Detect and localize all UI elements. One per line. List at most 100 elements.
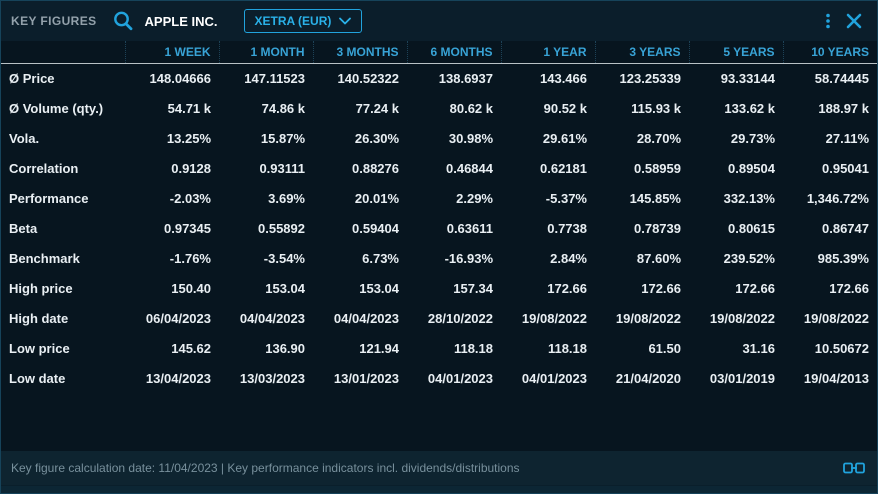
cell-value: 0.97345 xyxy=(164,220,211,236)
cell-value: 29.73% xyxy=(730,130,775,146)
cell-value: 26.30% xyxy=(354,130,399,146)
cell-value: 6.73% xyxy=(362,250,399,266)
cell-value: 19/08/2022 xyxy=(521,310,587,326)
cell-value: -1.76% xyxy=(169,250,211,266)
cell-value: 0.95041 xyxy=(822,160,869,176)
row-label: Ø Volume (qty.) xyxy=(9,100,104,116)
table-row: High date 06/04/2023 04/04/2023 04/04/2023 2… xyxy=(1,303,877,333)
cell-value: 118.18 xyxy=(453,340,493,356)
cell-value: 28/10/2022 xyxy=(427,310,493,326)
cell-value: 0.63611 xyxy=(446,220,493,236)
kebab-menu-icon[interactable] xyxy=(815,8,841,34)
column-header: 3 YEARS xyxy=(595,41,690,63)
row-label: High date xyxy=(9,310,69,326)
cell-value: 332.13% xyxy=(723,190,775,206)
row-label: Correlation xyxy=(9,160,79,176)
cell-value: 148.04666 xyxy=(149,70,211,86)
row-label: Low price xyxy=(9,340,70,356)
row-label: Benchmark xyxy=(9,250,80,266)
cell-value: -5.37% xyxy=(545,190,587,206)
cell-value: 3.69% xyxy=(268,190,305,206)
chevron-down-icon xyxy=(339,17,352,25)
cell-value: 19/04/2013 xyxy=(803,370,869,386)
cell-value: 28.70% xyxy=(636,130,681,146)
cell-value: 0.59404 xyxy=(352,220,399,236)
row-label: Ø Price xyxy=(9,70,55,86)
table-row: Correlation 0.9128 0.93111 0.88276 0.46844 0.… xyxy=(1,153,877,183)
key-figures-table: 1 WEEK 1 MONTH 3 MONTHS 6 MONTHS 1 YEAR 3 YEA… xyxy=(1,41,877,393)
column-header: 5 YEARS xyxy=(689,41,784,63)
table-row: Low date 13/04/2023 13/03/2023 13/01/2023 04… xyxy=(1,363,877,393)
cell-value: -2.03% xyxy=(169,190,211,206)
cell-value: 0.93111 xyxy=(259,160,305,176)
cell-value: 188.97 k xyxy=(818,100,869,116)
cell-value: 93.33144 xyxy=(720,70,775,86)
column-header: 1 WEEK xyxy=(125,41,220,63)
table-row: Beta 0.97345 0.55892 0.59404 0.63611 0.7738 0.… xyxy=(1,213,877,243)
column-header: 3 MONTHS xyxy=(313,41,408,63)
corner-cell xyxy=(1,41,126,63)
cell-value: 80.62 k xyxy=(449,100,493,116)
instrument-name[interactable]: APPLE INC. xyxy=(144,13,218,29)
cell-value: 0.86747 xyxy=(822,220,869,236)
cell-value: 2.84% xyxy=(550,250,587,266)
footer-bar: Key figure calculation date: 11/04/2023 … xyxy=(1,451,877,485)
row-label: Low date xyxy=(9,370,66,386)
cell-value: 90.52 k xyxy=(543,100,587,116)
cell-value: 133.62 k xyxy=(724,100,775,116)
column-header: 1 YEAR xyxy=(501,41,596,63)
cell-value: 19/08/2022 xyxy=(803,310,869,326)
cell-value: 31.16 xyxy=(742,340,775,356)
cell-value: 147.11523 xyxy=(244,70,305,86)
link-windows-icon[interactable] xyxy=(843,462,865,474)
key-figures-table-area: 1 WEEK 1 MONTH 3 MONTHS 6 MONTHS 1 YEAR 3 YEA… xyxy=(1,41,877,451)
cell-value: 123.25339 xyxy=(619,70,681,86)
cell-value: 115.93 k xyxy=(631,100,681,116)
footer-text: Key figure calculation date: 11/04/2023 … xyxy=(11,461,520,475)
cell-value: 13/03/2023 xyxy=(239,370,305,386)
table-row: Benchmark -1.76% -3.54% 6.73% -16.93% 2.84% 87… xyxy=(1,243,877,273)
column-header-row: 1 WEEK 1 MONTH 3 MONTHS 6 MONTHS 1 YEAR 3 YEA… xyxy=(1,41,877,63)
cell-value: 87.60% xyxy=(636,250,681,266)
cell-value: 1,346.72% xyxy=(806,190,869,206)
cell-value: 58.74445 xyxy=(814,70,869,86)
cell-value: 13/04/2023 xyxy=(145,370,211,386)
cell-value: -16.93% xyxy=(444,250,493,266)
cell-value: 0.9128 xyxy=(171,160,211,176)
cell-value: 77.24 k xyxy=(355,100,399,116)
table-row: High price 150.40 153.04 153.04 157.34 172.66… xyxy=(1,273,877,303)
cell-value: 29.61% xyxy=(542,130,587,146)
cell-value: 04/01/2023 xyxy=(427,370,493,386)
column-header: 10 YEARS xyxy=(811,44,869,59)
cell-value: 150.40 xyxy=(171,280,211,296)
close-icon[interactable] xyxy=(841,8,867,34)
bottom-strip xyxy=(1,485,877,493)
table-row: Ø Price 148.04666 147.11523 140.52322 138.69… xyxy=(1,63,877,93)
cell-value: 143.466 xyxy=(540,70,587,86)
cell-value: 06/04/2023 xyxy=(145,310,211,326)
cell-value: 118.18 xyxy=(547,340,587,356)
table-row: Performance -2.03% 3.69% 20.01% 2.29% -5.37% 1… xyxy=(1,183,877,213)
search-icon[interactable] xyxy=(111,9,135,33)
cell-value: 61.50 xyxy=(648,340,681,356)
cell-value: 04/04/2023 xyxy=(333,310,399,326)
cell-value: 138.6937 xyxy=(438,70,493,86)
cell-value: 03/01/2019 xyxy=(709,370,775,386)
cell-value: 121.94 xyxy=(359,340,399,356)
cell-value: 0.7738 xyxy=(547,220,587,236)
titlebar: KEY FIGURES APPLE INC. XETRA (EUR) xyxy=(1,1,877,41)
cell-value: 13/01/2023 xyxy=(333,370,399,386)
cell-value: 27.11% xyxy=(825,130,869,146)
cell-value: 0.62181 xyxy=(540,160,587,176)
table-row: Low price 145.62 136.90 121.94 118.18 118.18 6… xyxy=(1,333,877,363)
cell-value: 54.71 k xyxy=(167,100,211,116)
cell-value: 20.01% xyxy=(354,190,399,206)
table-row: Vola. 13.25% 15.87% 26.30% 30.98% 29.61% 28.70… xyxy=(1,123,877,153)
cell-value: 239.52% xyxy=(723,250,775,266)
cell-value: 153.04 xyxy=(265,280,305,296)
cell-value: 0.46844 xyxy=(446,160,493,176)
row-label: Vola. xyxy=(9,130,40,146)
cell-value: 157.34 xyxy=(453,280,493,296)
exchange-dropdown[interactable]: XETRA (EUR) xyxy=(243,9,363,33)
cell-value: 136.90 xyxy=(265,340,305,356)
